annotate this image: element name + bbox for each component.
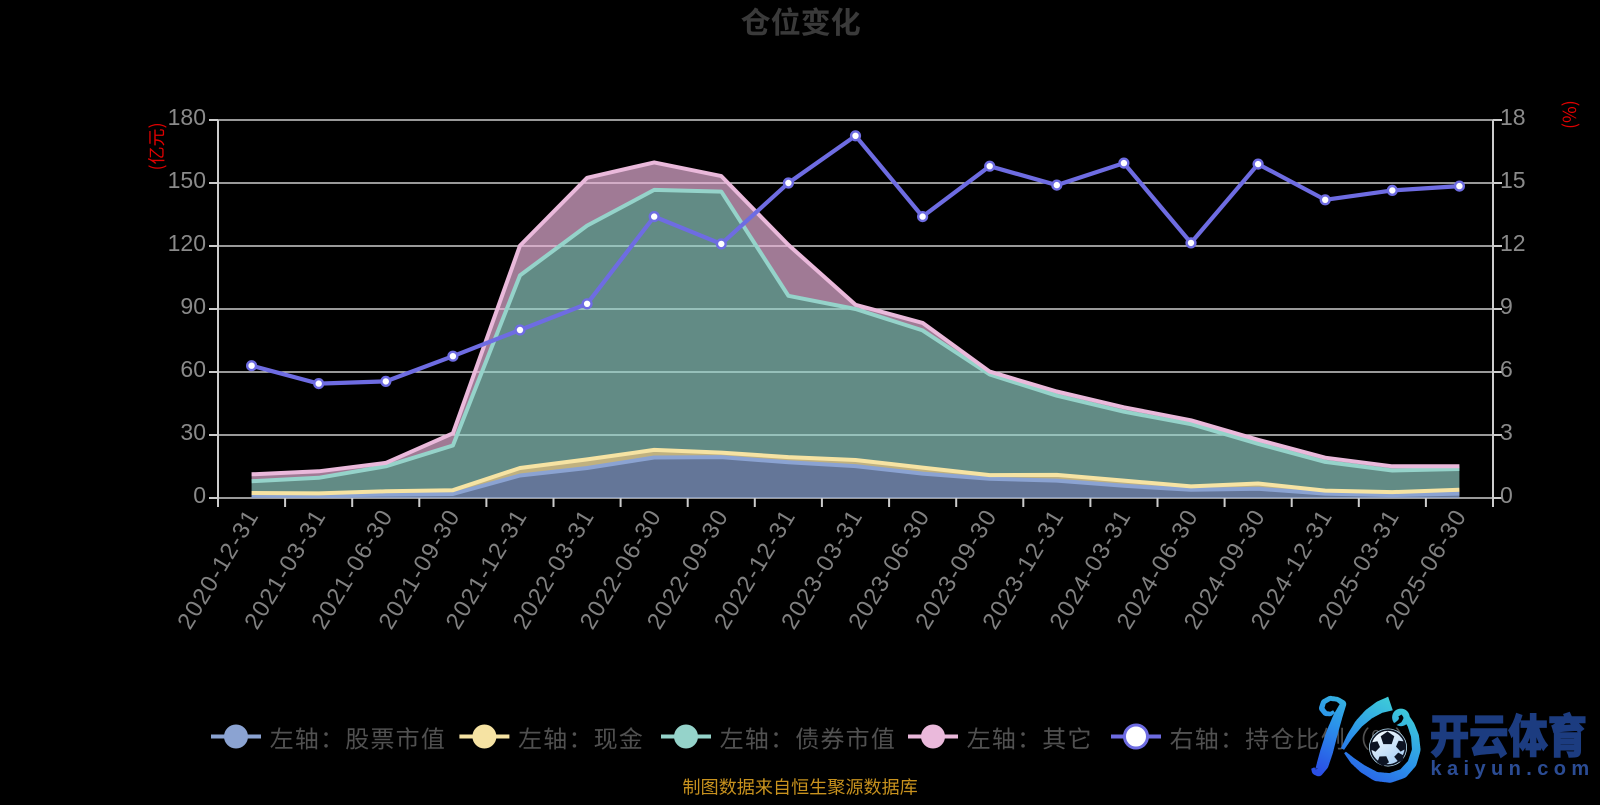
svg-text:0: 0 [1500,482,1513,508]
svg-text:120: 120 [168,230,206,256]
svg-text:12: 12 [1500,230,1526,256]
svg-text:30: 30 [180,419,206,445]
svg-text:18: 18 [1500,104,1526,130]
svg-text:150: 150 [168,167,206,193]
svg-text:180: 180 [168,104,206,130]
svg-text:90: 90 [180,293,206,319]
svg-text:60: 60 [180,356,206,382]
svg-text:15: 15 [1500,167,1526,193]
svg-text:3: 3 [1500,419,1513,445]
svg-text:6: 6 [1500,356,1513,382]
svg-text:9: 9 [1500,293,1513,319]
svg-text:0: 0 [193,482,206,508]
svg-text:kaiyun.com: kaiyun.com [1431,758,1595,780]
